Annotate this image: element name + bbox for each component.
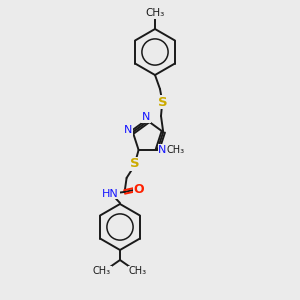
Text: N: N — [142, 112, 150, 122]
Text: O: O — [133, 183, 144, 196]
Text: S: S — [158, 95, 168, 109]
Text: CH₃: CH₃ — [166, 145, 184, 155]
Text: CH₃: CH₃ — [146, 8, 165, 18]
Text: HN: HN — [102, 189, 119, 199]
Text: CH₃: CH₃ — [93, 266, 111, 276]
Text: N: N — [124, 125, 132, 135]
Text: N: N — [158, 145, 166, 155]
Text: S: S — [130, 158, 140, 170]
Text: CH₃: CH₃ — [129, 266, 147, 276]
